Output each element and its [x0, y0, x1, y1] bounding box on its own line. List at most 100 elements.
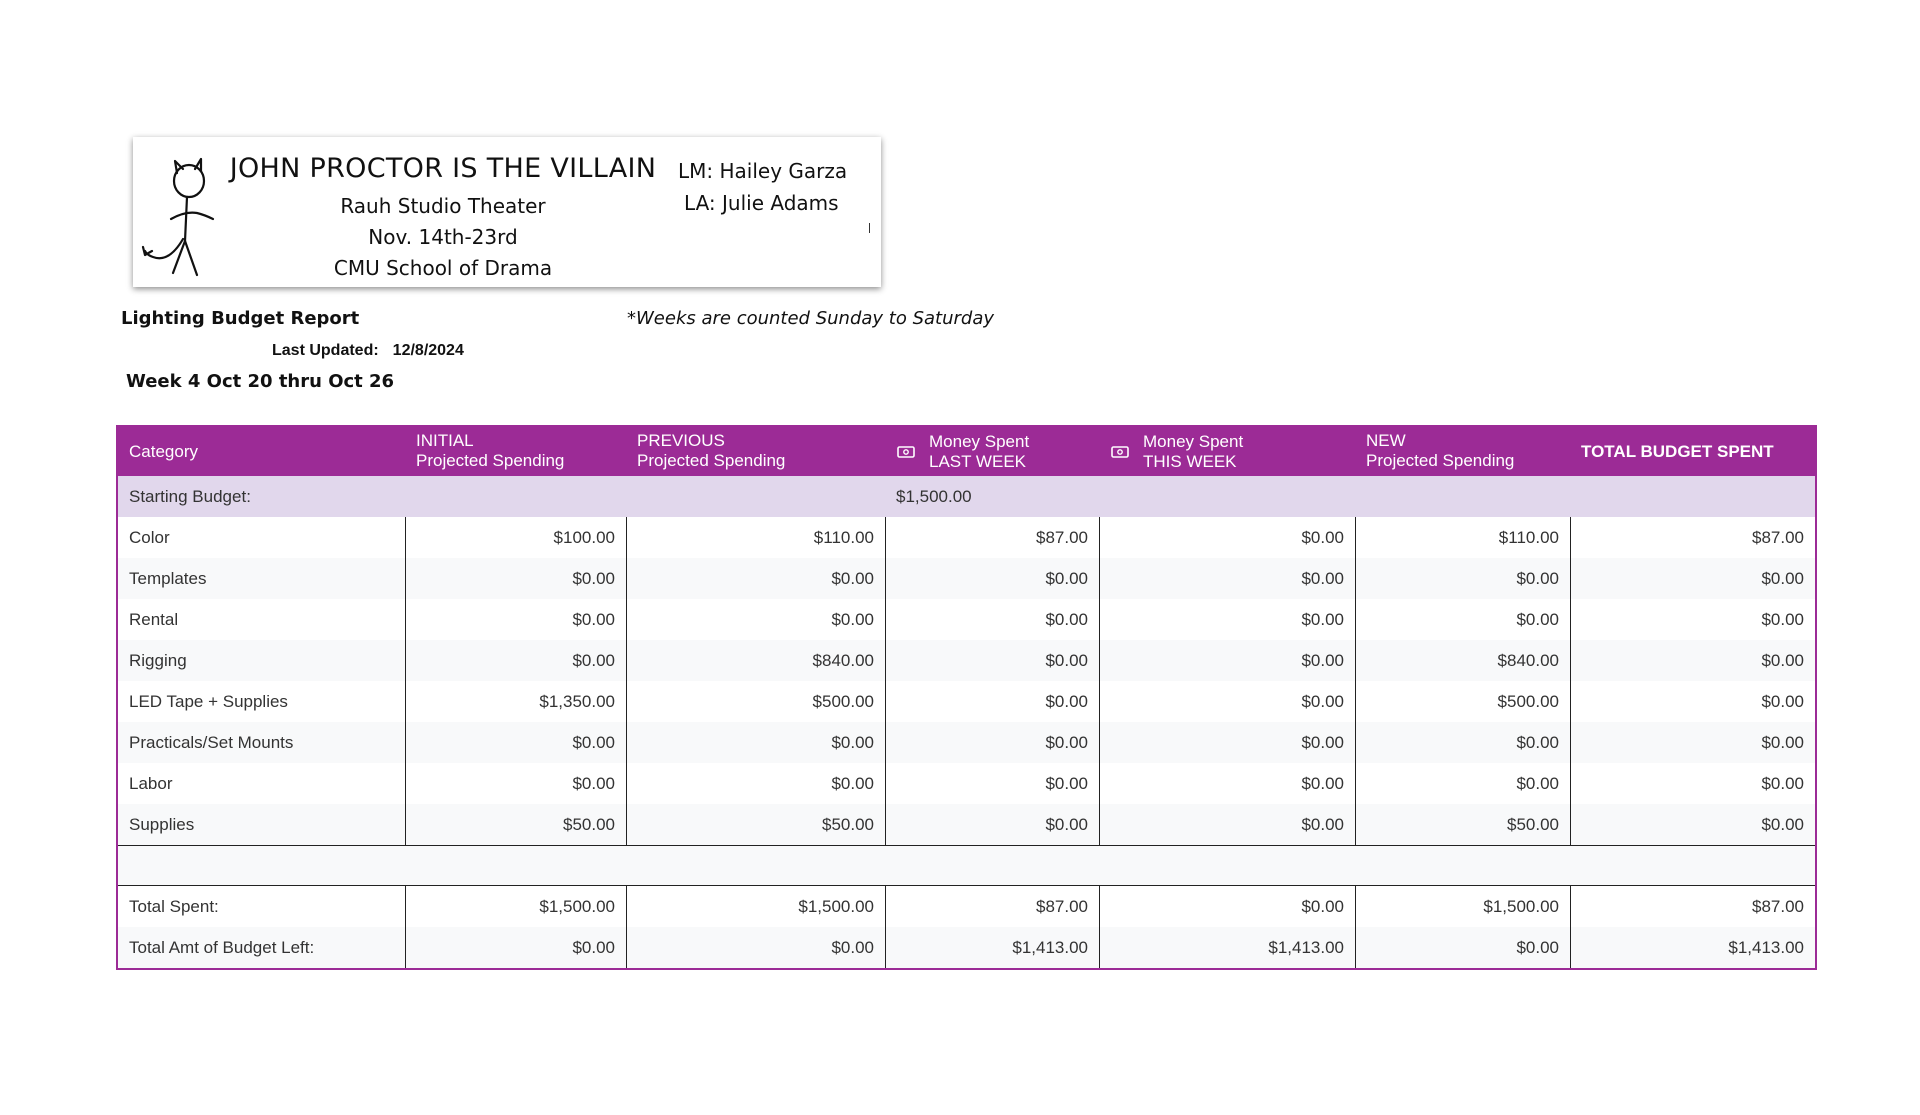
starting-budget-label: Starting Budget: [129, 486, 251, 506]
cell-new: $0.00 [1355, 558, 1570, 599]
cell-initial: $0.00 [405, 640, 626, 681]
table-row: Practicals/Set Mounts $0.00 $0.00 $0.00 $0.0… [118, 722, 1815, 763]
show-school: CMU School of Drama [333, 256, 553, 280]
cell-last-week: $87.00 [885, 517, 1099, 558]
crew-credits: LM: Hailey Garza LA: Julie Adams [678, 155, 847, 219]
cell-category: Total Spent: [129, 896, 219, 916]
cell-this-week: $0.00 [1099, 681, 1355, 722]
cell-category: Practicals/Set Mounts [129, 732, 294, 752]
cell-new: $0.00 [1355, 763, 1570, 804]
cell-this-week: $0.00 [1099, 804, 1355, 845]
show-venue: Rauh Studio Theater [340, 194, 546, 218]
spacer-row [118, 846, 1815, 886]
cell-initial: $0.00 [405, 558, 626, 599]
cell-new: $840.00 [1355, 640, 1570, 681]
cell-last-week: $0.00 [885, 640, 1099, 681]
cell-initial: $100.00 [405, 517, 626, 558]
starting-budget-row: Starting Budget: $1,500.00 [118, 476, 1815, 517]
cell-this-week: $0.00 [1099, 763, 1355, 804]
show-banner: JOHN PROCTOR IS THE VILLAIN Rauh Studio … [133, 137, 881, 287]
cell-last-week: $0.00 [885, 558, 1099, 599]
cell-previous: $840.00 [626, 640, 885, 681]
weeks-note: *Weeks are counted Sunday to Saturday [627, 308, 994, 329]
cell-last-week: $87.00 [885, 886, 1099, 927]
cell-this-week: $0.00 [1099, 722, 1355, 763]
header-last-week-text: Money Spent LAST WEEK [929, 432, 1029, 472]
cell-previous: $0.00 [626, 763, 885, 804]
show-dates: Nov. 14th-23rd [368, 225, 518, 249]
header-category: Category [129, 441, 198, 461]
cell-previous: $0.00 [626, 927, 885, 968]
cell-last-week: $0.00 [885, 599, 1099, 640]
cell-last-week: $1,413.00 [885, 927, 1099, 968]
header-last-week-line2: LAST WEEK [929, 451, 1026, 471]
cell-new: $1,500.00 [1355, 886, 1570, 927]
cell-initial: $0.00 [405, 599, 626, 640]
table-row: Rigging $0.00 $840.00 $0.00 $0.00 $840.00 $0.0… [118, 640, 1815, 681]
table-row: Rental $0.00 $0.00 $0.00 $0.00 $0.00 $0.00 [118, 599, 1815, 640]
header-previous-line1: PREVIOUS [637, 431, 725, 450]
cell-total: $0.00 [1570, 558, 1815, 599]
header-this-week-line1: Money Spent [1143, 431, 1244, 451]
banner-mark [869, 223, 870, 233]
cell-total: $0.00 [1570, 681, 1815, 722]
table-row: Color $100.00 $110.00 $87.00 $0.00 $110.00 $87… [118, 517, 1815, 558]
cell-previous: $0.00 [626, 722, 885, 763]
cell-total: $0.00 [1570, 804, 1815, 845]
header-this-week-text: Money Spent THIS WEEK [1143, 432, 1243, 472]
cell-this-week: $0.00 [1099, 599, 1355, 640]
total-row: Total Amt of Budget Left: $0.00 $0.00 $1,41… [118, 927, 1815, 968]
table-row: Labor $0.00 $0.00 $0.00 $0.00 $0.00 $0.00 [118, 763, 1815, 804]
cell-initial: $50.00 [405, 804, 626, 845]
total-row: Total Spent: $1,500.00 $1,500.00 $87.00 $0.0… [118, 886, 1815, 927]
cell-total: $87.00 [1570, 517, 1815, 558]
cell-this-week: $1,413.00 [1099, 927, 1355, 968]
table-row: LED Tape + Supplies $1,350.00 $500.00 $0.00… [118, 681, 1815, 722]
banknote-icon [1111, 445, 1129, 458]
week-range: Week 4 Oct 20 thru Oct 26 [126, 371, 395, 392]
cell-previous: $500.00 [626, 681, 885, 722]
cell-total: $87.00 [1570, 886, 1815, 927]
cell-category: Templates [129, 568, 207, 588]
cell-previous: $110.00 [626, 517, 885, 558]
cell-new: $50.00 [1355, 804, 1570, 845]
cell-category: LED Tape + Supplies [129, 691, 288, 711]
last-updated-label: Last Updated: [272, 342, 379, 359]
cell-last-week: $0.00 [885, 804, 1099, 845]
cell-new: $500.00 [1355, 681, 1570, 722]
cell-last-week: $0.00 [885, 722, 1099, 763]
cell-initial: $0.00 [405, 927, 626, 968]
cell-total: $0.00 [1570, 640, 1815, 681]
cell-new: $0.00 [1355, 927, 1570, 968]
cell-category: Rigging [129, 650, 187, 670]
cell-previous: $50.00 [626, 804, 885, 845]
cell-category: Labor [129, 773, 173, 793]
show-title: JOHN PROCTOR IS THE VILLAIN [229, 153, 657, 184]
header-previous: PREVIOUS Projected Spending [626, 427, 885, 476]
cell-new: $110.00 [1355, 517, 1570, 558]
lighting-manager: LM: Hailey Garza [678, 159, 848, 183]
cell-new: $0.00 [1355, 599, 1570, 640]
header-last-week: Money Spent LAST WEEK [885, 427, 1099, 476]
category-rows: Color $100.00 $110.00 $87.00 $0.00 $110.00 $87… [118, 517, 1815, 846]
budget-table: Category INITIAL Projected Spending PREV… [116, 425, 1817, 970]
table-row: Templates $0.00 $0.00 $0.00 $0.00 $0.00 $0.00 [118, 558, 1815, 599]
last-updated: Last Updated: 12/8/2024 [272, 342, 464, 360]
cell-total: $0.00 [1570, 722, 1815, 763]
cell-category: Supplies [129, 814, 195, 834]
header-new-line2: Projected Spending [1366, 451, 1515, 470]
stick-figure-devil-icon [141, 157, 215, 277]
header-new: NEW Projected Spending [1355, 427, 1570, 476]
table-row: Supplies $50.00 $50.00 $0.00 $0.00 $50.00 $0.0… [118, 804, 1815, 845]
header-this-week-line2: THIS WEEK [1143, 451, 1237, 471]
cell-this-week: $0.00 [1099, 886, 1355, 927]
cell-this-week: $0.00 [1099, 640, 1355, 681]
last-updated-value: 12/8/2024 [392, 342, 464, 359]
cell-initial: $1,350.00 [405, 681, 626, 722]
cell-initial: $1,500.00 [405, 886, 626, 927]
header-last-week-line1: Money Spent [929, 431, 1030, 451]
header-initial: INITIAL Projected Spending [405, 427, 626, 476]
header-initial-line1: INITIAL [416, 431, 474, 450]
cell-total: $0.00 [1570, 599, 1815, 640]
